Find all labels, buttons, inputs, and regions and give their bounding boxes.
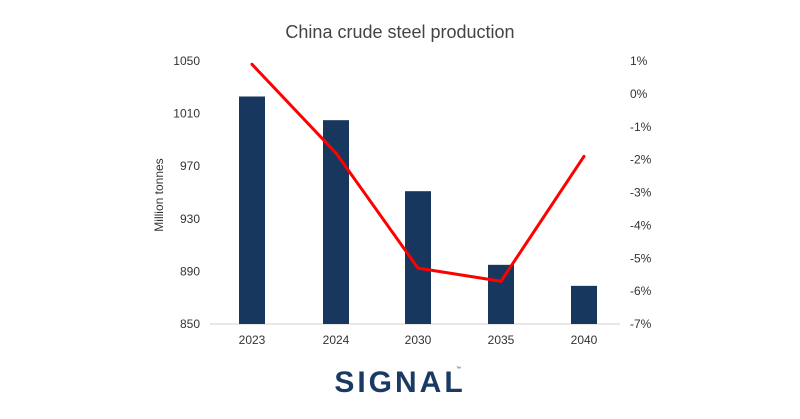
right-tick-label: -3% — [630, 186, 652, 200]
left-tick-label: 850 — [180, 317, 200, 331]
right-axis: -7% -6% -5% -4% -3% -2% -1% 0% 1% — [630, 54, 652, 331]
left-tick-label: 890 — [180, 264, 200, 278]
bar — [488, 264, 514, 324]
x-tick-label: 2030 — [405, 333, 432, 347]
right-tick-label: -6% — [630, 284, 652, 298]
right-tick-label: -2% — [630, 153, 652, 167]
right-tick-label: -4% — [630, 218, 652, 232]
right-tick-label: -5% — [630, 251, 652, 265]
x-axis: 2023 2024 2030 2035 2040 — [239, 333, 598, 347]
x-tick-label: 2023 — [239, 333, 266, 347]
right-tick-label: -7% — [630, 317, 652, 331]
bar — [239, 96, 265, 324]
chart-title: China crude steel production — [285, 22, 514, 42]
line-point — [582, 154, 586, 158]
left-tick-label: 970 — [180, 159, 200, 173]
y-axis-label: Million tonnes — [152, 158, 166, 231]
right-tick-label: -1% — [630, 120, 652, 134]
x-tick-label: 2035 — [488, 333, 515, 347]
line-point — [499, 279, 503, 283]
left-tick-label: 1010 — [173, 107, 200, 121]
bar — [571, 285, 597, 324]
bar — [323, 120, 349, 324]
line-series — [250, 62, 586, 283]
right-tick-label: 0% — [630, 87, 648, 101]
left-axis: 850 890 930 970 1010 1050 — [173, 54, 200, 331]
line-point — [334, 151, 338, 155]
line-point — [250, 62, 254, 66]
left-tick-label: 930 — [180, 212, 200, 226]
line-point — [416, 266, 420, 270]
logo-text: SIGNAL — [334, 366, 465, 399]
x-tick-label: 2040 — [571, 333, 598, 347]
logo-trademark: ™ — [456, 366, 461, 372]
x-tick-label: 2024 — [323, 333, 350, 347]
signal-logo: SIGNAL ™ — [334, 366, 465, 399]
left-tick-label: 1050 — [173, 54, 200, 68]
right-tick-label: 1% — [630, 54, 648, 68]
bar-series — [239, 96, 597, 324]
